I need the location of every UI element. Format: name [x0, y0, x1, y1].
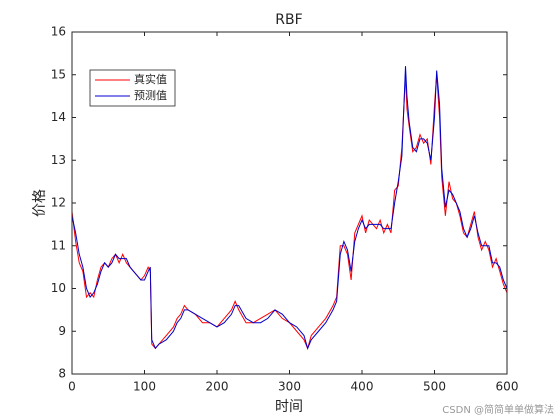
y-axis-label: 价格 [32, 189, 48, 217]
y-tick-label: 12 [51, 196, 66, 210]
y-tick-label: 13 [51, 153, 66, 167]
y-tick-label: 9 [58, 324, 66, 338]
legend-box [89, 69, 176, 107]
x-tick-label: 300 [278, 380, 301, 394]
x-tick-label: 400 [351, 380, 374, 394]
x-tick-label: 600 [496, 380, 519, 394]
x-tick-label: 0 [68, 380, 76, 394]
watermark: CSDN @简简单单做算法 [442, 403, 554, 416]
y-tick-label: 14 [51, 110, 66, 124]
x-tick-label: 200 [206, 380, 229, 394]
y-tick-label: 16 [51, 25, 66, 39]
chart-title: RBF [275, 12, 302, 28]
x-axis-label: 时间 [275, 399, 303, 415]
y-tick-label: 8 [58, 367, 66, 381]
y-tick-label: 11 [51, 238, 66, 252]
y-tick-label: 15 [51, 67, 66, 81]
y-tick-label: 10 [51, 281, 66, 295]
series-line [71, 66, 508, 350]
legend-label: 预测值 [134, 89, 167, 102]
legend-label: 真实值 [134, 72, 167, 86]
x-tick-label: 500 [423, 380, 446, 394]
x-tick-label: 100 [133, 380, 156, 394]
